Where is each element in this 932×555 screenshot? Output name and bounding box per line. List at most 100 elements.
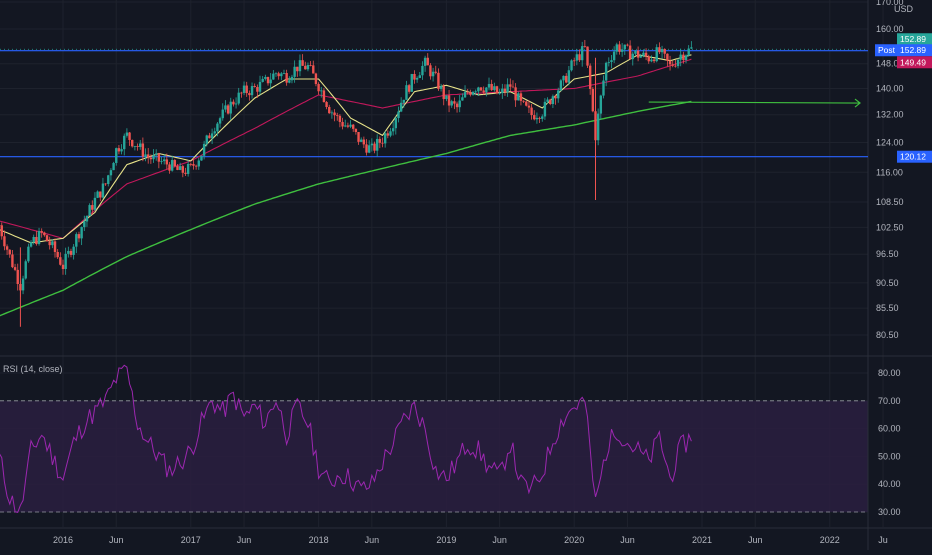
candle-body bbox=[568, 70, 570, 82]
time-tick-label: Jun bbox=[492, 535, 507, 545]
candle-body bbox=[99, 192, 101, 198]
candle-body bbox=[251, 86, 253, 95]
candle-body bbox=[498, 93, 500, 94]
candle-body bbox=[285, 73, 287, 83]
candle-body bbox=[416, 78, 418, 80]
candle-body bbox=[490, 84, 492, 90]
candle-body bbox=[464, 92, 466, 97]
candle-body bbox=[674, 66, 676, 67]
candle-body bbox=[602, 81, 604, 96]
candle-body bbox=[509, 84, 511, 86]
candle-body bbox=[440, 86, 442, 89]
price-tick-label: 132.00 bbox=[876, 110, 904, 120]
candle-body bbox=[645, 53, 647, 57]
candle-body bbox=[64, 254, 66, 269]
candle-body bbox=[304, 66, 306, 69]
rsi-tick-label: 50.00 bbox=[878, 451, 901, 461]
candle-body bbox=[291, 77, 293, 80]
candle-body bbox=[14, 267, 16, 270]
price-tick-label: 116.00 bbox=[876, 167, 903, 177]
candle-body bbox=[336, 115, 338, 116]
candle-body bbox=[35, 237, 37, 244]
candle bbox=[115, 148, 117, 166]
candle-body bbox=[142, 143, 144, 156]
candle bbox=[200, 156, 202, 161]
candle-body bbox=[214, 131, 216, 133]
candle-body bbox=[72, 247, 74, 255]
candle-body bbox=[626, 45, 628, 46]
candle bbox=[570, 59, 572, 71]
candle-body bbox=[128, 133, 130, 140]
candle-body bbox=[30, 242, 32, 246]
candle-body bbox=[403, 100, 405, 103]
candle-body bbox=[437, 73, 439, 89]
candle-body bbox=[653, 60, 655, 62]
candle-body bbox=[222, 110, 224, 119]
time-tick-label: Jun bbox=[237, 535, 252, 545]
candle-body bbox=[3, 236, 5, 246]
candle-body bbox=[134, 146, 136, 147]
candle-body bbox=[371, 144, 373, 146]
candle-body bbox=[317, 84, 319, 91]
candle-body bbox=[608, 62, 610, 63]
time-tick-label: Ju bbox=[878, 535, 888, 545]
candle-body bbox=[259, 82, 261, 92]
candle-body bbox=[203, 144, 205, 156]
candle-body bbox=[650, 60, 652, 62]
candle-body bbox=[11, 254, 13, 267]
candle-body bbox=[432, 72, 434, 77]
candle-body bbox=[448, 95, 450, 105]
candle-body bbox=[357, 132, 359, 142]
candle-body bbox=[235, 104, 237, 105]
time-tick-label: 2017 bbox=[181, 535, 201, 545]
candle-body bbox=[352, 125, 354, 129]
candle-body bbox=[211, 133, 213, 138]
rsi-tick-label: 40.00 bbox=[878, 479, 901, 489]
candle-body bbox=[405, 85, 407, 100]
candle-body bbox=[613, 52, 615, 61]
candle-body bbox=[408, 85, 410, 92]
candle-body bbox=[379, 139, 381, 143]
candle-body bbox=[240, 93, 242, 94]
candle bbox=[112, 162, 114, 170]
time-tick-label: 2020 bbox=[564, 535, 584, 545]
time-tick-label: 2021 bbox=[692, 535, 712, 545]
candle-body bbox=[687, 49, 689, 56]
time-tick-label: Jun bbox=[620, 535, 635, 545]
candle-body bbox=[179, 166, 181, 170]
candle-body bbox=[456, 104, 458, 108]
candle-body bbox=[280, 73, 282, 76]
candle-body bbox=[680, 55, 682, 60]
candle-body bbox=[637, 51, 639, 58]
candle-body bbox=[102, 183, 104, 197]
price-tick-label: 96.50 bbox=[876, 249, 899, 259]
candle-body bbox=[677, 60, 679, 66]
candle bbox=[496, 86, 498, 95]
rsi-overbought-oversold-band bbox=[0, 401, 868, 512]
candle-body bbox=[514, 87, 516, 100]
time-tick-label: 2022 bbox=[820, 535, 840, 545]
candle-body bbox=[368, 145, 370, 152]
candle-body bbox=[200, 156, 202, 161]
candle-body bbox=[544, 102, 546, 117]
candle-body bbox=[9, 250, 11, 255]
candle-body bbox=[208, 135, 210, 138]
candle-body bbox=[445, 95, 447, 99]
candle-body bbox=[243, 86, 245, 93]
candle-body bbox=[392, 128, 394, 131]
candle-body bbox=[400, 103, 402, 112]
candle-body bbox=[472, 92, 474, 95]
candle-body bbox=[83, 221, 85, 227]
candle-body bbox=[118, 148, 120, 151]
candle-body bbox=[618, 44, 620, 51]
price-tick-label: 108.50 bbox=[876, 197, 904, 207]
candle-body bbox=[485, 88, 487, 93]
candle-body bbox=[443, 86, 445, 99]
candle-body bbox=[341, 122, 343, 127]
candle-body bbox=[107, 175, 109, 184]
candle-body bbox=[557, 90, 559, 98]
candle-body bbox=[413, 74, 415, 80]
candle-body bbox=[187, 164, 189, 174]
candle-body bbox=[549, 100, 551, 104]
candle-body bbox=[120, 149, 122, 151]
